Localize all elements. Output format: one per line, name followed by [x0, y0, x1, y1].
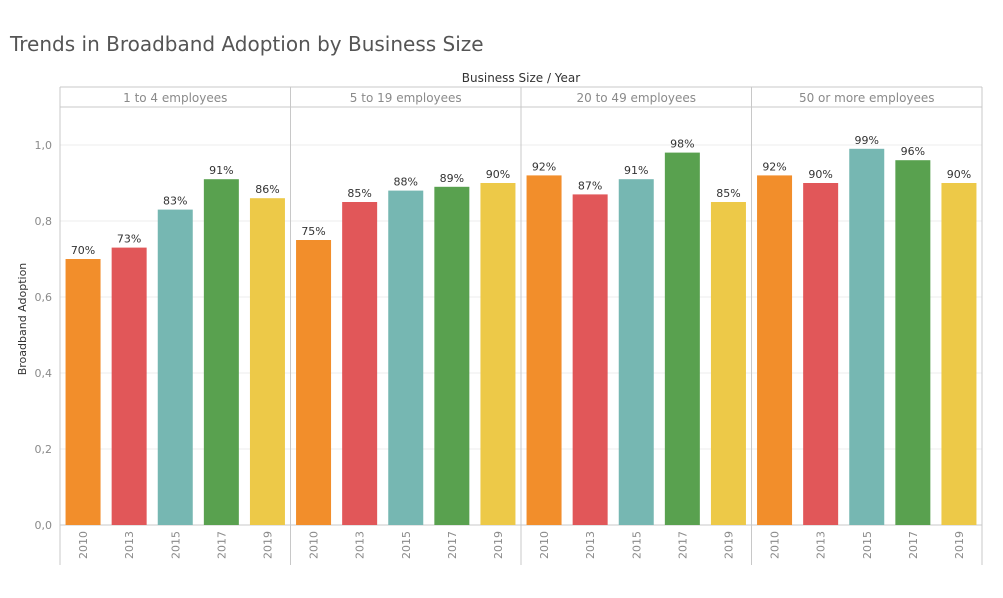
data-label: 85% — [347, 187, 371, 200]
bar-2017 — [203, 179, 239, 525]
data-label: 91% — [209, 164, 233, 177]
data-label: 92% — [532, 160, 556, 173]
y-axis-label: Broadband Adoption — [16, 263, 29, 376]
y-tick-label: 0,4 — [35, 367, 53, 380]
x-tick-label: 2015 — [630, 531, 643, 559]
bar-2015 — [849, 148, 885, 526]
x-tick-label: 2019 — [722, 531, 735, 559]
x-tick-label: 2013 — [815, 531, 828, 559]
x-tick-label: 2013 — [584, 531, 597, 559]
x-tick-label: 2010 — [538, 531, 551, 559]
data-label: 98% — [670, 138, 694, 151]
y-tick-label: 0,8 — [35, 215, 53, 228]
bar-2010 — [65, 259, 101, 525]
data-label: 87% — [578, 179, 602, 192]
bar-2015 — [157, 209, 193, 525]
bar-2010 — [296, 240, 332, 525]
y-tick-label: 0,6 — [35, 291, 53, 304]
x-tick-label: 2017 — [907, 531, 920, 559]
data-label: 75% — [301, 225, 325, 238]
data-label: 73% — [117, 233, 141, 246]
x-tick-label: 2013 — [123, 531, 136, 559]
group-header: 1 to 4 employees — [123, 91, 227, 105]
bar-2013 — [111, 247, 147, 525]
bar-2019 — [480, 183, 516, 525]
data-label: 90% — [947, 168, 971, 181]
chart-title: Trends in Broadband Adoption by Business… — [10, 32, 484, 56]
group-header: 5 to 19 employees — [350, 91, 462, 105]
x-tick-label: 2010 — [308, 531, 321, 559]
bar-2013 — [342, 202, 378, 525]
bar-2010 — [526, 175, 562, 525]
x-tick-label: 2015 — [400, 531, 413, 559]
bar-2013 — [803, 183, 839, 525]
bar-2019 — [249, 198, 285, 525]
data-label: 92% — [762, 160, 786, 173]
x-tick-label: 2017 — [215, 531, 228, 559]
x-tick-label: 2015 — [169, 531, 182, 559]
x-tick-label: 2019 — [953, 531, 966, 559]
column-header: Business Size / Year — [462, 71, 581, 85]
bar-2010 — [757, 175, 793, 525]
bar-2019 — [710, 202, 746, 525]
x-tick-label: 2019 — [261, 531, 274, 559]
y-tick-label: 0,0 — [35, 519, 53, 532]
data-label: 86% — [255, 183, 279, 196]
x-tick-label: 2017 — [676, 531, 689, 559]
x-tick-label: 2019 — [492, 531, 505, 559]
data-label: 91% — [624, 164, 648, 177]
data-label: 90% — [808, 168, 832, 181]
data-label: 89% — [440, 172, 464, 185]
data-label: 99% — [855, 134, 879, 147]
bar-2015 — [618, 179, 654, 525]
data-label: 96% — [901, 145, 925, 158]
bar-2013 — [572, 194, 608, 525]
x-tick-label: 2015 — [861, 531, 874, 559]
data-label: 85% — [716, 187, 740, 200]
group-header: 20 to 49 employees — [576, 91, 696, 105]
x-tick-label: 2013 — [354, 531, 367, 559]
bar-2017 — [434, 186, 470, 526]
data-label: 90% — [486, 168, 510, 181]
x-tick-label: 2017 — [446, 531, 459, 559]
data-label: 83% — [163, 195, 187, 208]
x-tick-label: 2010 — [769, 531, 782, 559]
x-tick-label: 2010 — [77, 531, 90, 559]
data-label: 70% — [71, 244, 95, 257]
y-tick-label: 1,0 — [35, 139, 53, 152]
bar-2017 — [895, 160, 931, 525]
group-header: 50 or more employees — [799, 91, 935, 105]
bar-2019 — [941, 183, 977, 525]
data-label: 88% — [394, 176, 418, 189]
bar-2015 — [388, 190, 424, 525]
y-tick-label: 0,2 — [35, 443, 53, 456]
bar-2017 — [664, 152, 700, 525]
